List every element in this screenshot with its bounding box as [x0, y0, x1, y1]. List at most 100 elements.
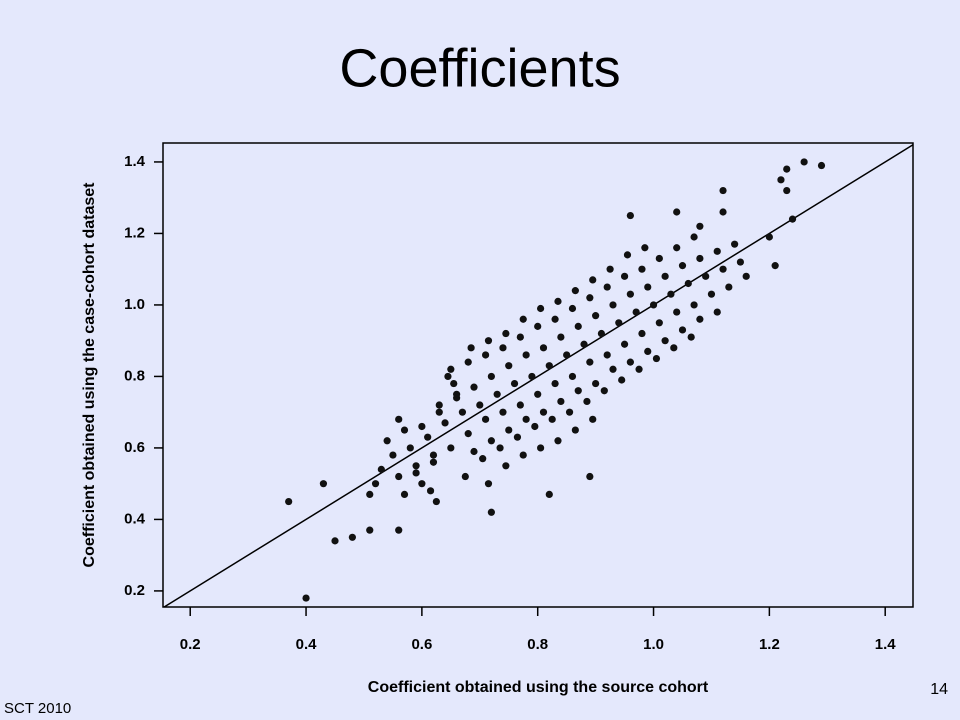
point: [742, 272, 750, 280]
point: [574, 387, 582, 395]
point: [545, 490, 553, 498]
point: [655, 254, 663, 263]
point: [589, 276, 597, 284]
point: [696, 254, 704, 263]
point: [505, 426, 513, 434]
x-tick-label: 0.6: [411, 636, 432, 653]
point: [563, 351, 571, 359]
point: [673, 308, 681, 316]
point: [586, 358, 594, 366]
point: [592, 379, 600, 388]
point: [426, 487, 435, 495]
point: [496, 444, 504, 452]
slide-title: Coefficients: [339, 38, 620, 98]
point: [765, 233, 773, 241]
point: [632, 308, 640, 316]
point: [519, 315, 527, 323]
point: [522, 415, 530, 423]
point: [479, 455, 487, 463]
point: [783, 165, 791, 173]
point: [400, 426, 409, 434]
point: [551, 315, 559, 323]
point: [548, 415, 556, 423]
point: [481, 415, 490, 423]
point: [603, 283, 611, 291]
point: [554, 437, 562, 445]
point: [687, 333, 695, 341]
point: [348, 533, 356, 541]
point: [690, 233, 698, 241]
point: [641, 244, 649, 252]
point: [586, 472, 594, 481]
point: [618, 376, 626, 384]
point: [435, 401, 443, 409]
point: [484, 337, 493, 345]
point: [447, 444, 455, 452]
point: [615, 319, 623, 327]
point: [539, 408, 548, 416]
point: [713, 247, 721, 255]
point: [458, 408, 467, 416]
point: [418, 422, 426, 431]
point: [586, 294, 594, 302]
point: [557, 397, 565, 406]
point: [644, 347, 652, 356]
x-tick-label: 0.4: [296, 636, 318, 653]
point: [450, 379, 458, 388]
point: [661, 337, 669, 345]
point: [285, 497, 293, 506]
y-axis-label: Coefficient obtained using the case-coho…: [81, 182, 98, 568]
point: [470, 447, 478, 456]
point: [441, 419, 449, 427]
point: [644, 283, 652, 291]
point: [406, 444, 414, 452]
point: [545, 362, 553, 370]
point: [412, 469, 420, 477]
point: [447, 365, 455, 373]
point: [528, 372, 536, 381]
point: [635, 365, 643, 373]
point: [502, 462, 510, 470]
point: [487, 372, 495, 381]
point: [513, 433, 522, 441]
point: [574, 322, 582, 330]
point: [453, 390, 461, 398]
point: [592, 312, 600, 320]
point: [505, 362, 513, 370]
point: [690, 301, 698, 309]
point: [626, 211, 634, 220]
point: [467, 344, 475, 352]
point: [464, 358, 472, 366]
point: [702, 272, 710, 280]
point: [719, 208, 727, 216]
point: [626, 290, 634, 298]
point: [800, 158, 808, 166]
point: [557, 333, 565, 341]
y-tick-label: 0.6: [124, 439, 145, 456]
point: [603, 351, 611, 359]
point: [731, 240, 739, 248]
y-tick-label: 1.2: [124, 224, 145, 241]
point: [606, 265, 614, 273]
point: [620, 340, 629, 348]
point: [383, 437, 391, 445]
point: [670, 344, 678, 352]
point: [444, 372, 452, 381]
point: [673, 244, 681, 252]
point: [678, 262, 687, 270]
point: [487, 508, 495, 516]
point: [623, 251, 632, 259]
point: [673, 208, 681, 216]
point: [531, 422, 539, 431]
point: [652, 354, 661, 363]
point: [418, 480, 426, 488]
point: [371, 480, 380, 488]
point: [568, 372, 577, 381]
y-tick-label: 0.2: [124, 582, 145, 599]
point: [461, 472, 469, 481]
x-axis-label: Coefficient obtained using the source co…: [368, 679, 709, 696]
point: [510, 379, 519, 388]
point: [432, 497, 440, 506]
x-tick-label: 0.2: [180, 636, 201, 653]
